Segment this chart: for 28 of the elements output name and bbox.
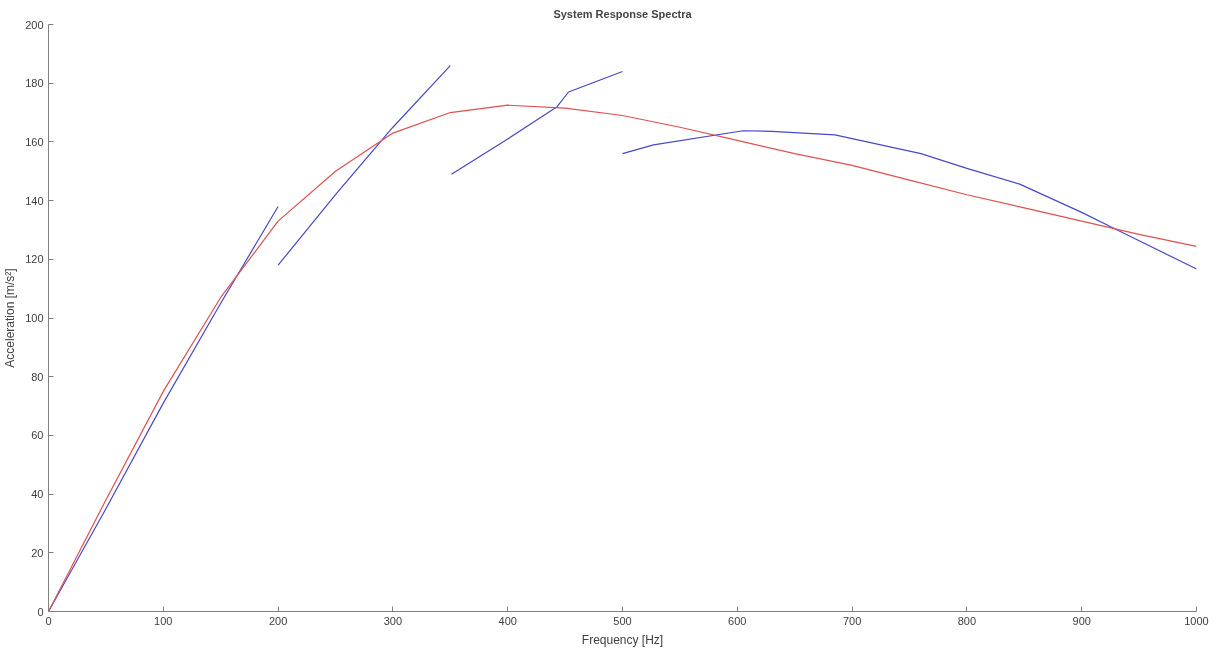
x-tick-label: 1000 xyxy=(1184,614,1209,627)
x-tick-label: 0 xyxy=(45,614,52,627)
line-series xyxy=(277,64,451,266)
x-tick-label: 400 xyxy=(498,614,517,627)
x-tick-label: 200 xyxy=(268,614,288,627)
x-axis-title: Frequency [Hz] xyxy=(581,632,664,647)
y-tick-label: 0 xyxy=(37,605,44,618)
line-series xyxy=(450,70,624,175)
x-tick-label: 600 xyxy=(728,614,747,627)
y-axis-title: Acceleration [m/s²] xyxy=(3,268,18,368)
y-tick-label: 40 xyxy=(31,488,44,501)
y-tick-label: 160 xyxy=(25,135,44,148)
y-tick-label: 140 xyxy=(25,194,44,207)
x-tick-label: 900 xyxy=(1072,614,1091,627)
x-tick-label: 800 xyxy=(957,614,977,627)
line-series xyxy=(621,130,1197,270)
x-tick-label: 300 xyxy=(383,614,403,627)
chart-title: System Response Spectra xyxy=(553,7,693,20)
y-tick-label: 80 xyxy=(31,370,44,383)
y-tick-label: 200 xyxy=(25,18,44,31)
x-tick-label: 500 xyxy=(613,614,632,627)
y-tick-label: 100 xyxy=(25,312,44,324)
y-tick-label: 120 xyxy=(25,253,44,266)
x-tick-label: 100 xyxy=(154,614,173,627)
y-tick-label: 60 xyxy=(31,429,44,442)
y-tick-label: 180 xyxy=(25,77,44,90)
y-tick-label: 20 xyxy=(31,546,44,559)
x-tick-label: 700 xyxy=(842,614,862,627)
